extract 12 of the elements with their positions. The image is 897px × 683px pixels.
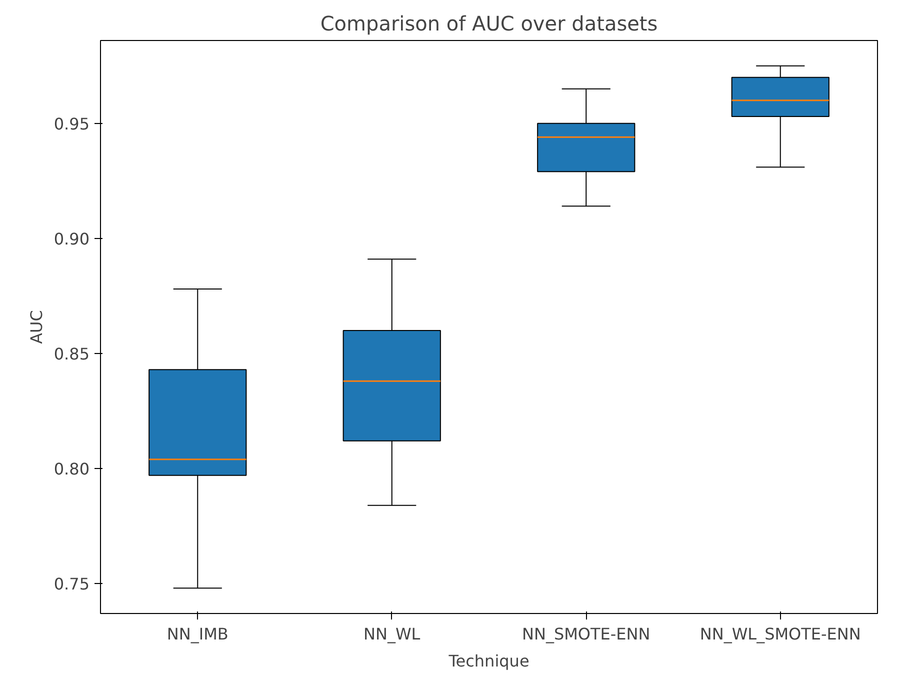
y-tick-label: 0.90	[54, 229, 90, 248]
x-axis-title: Technique	[448, 652, 530, 670]
y-tick-label: 0.95	[54, 114, 90, 134]
y-axis-title: AUC	[26, 310, 46, 344]
y-tick-label: 0.85	[54, 344, 90, 364]
x-tick-label: NN_IMB	[166, 624, 228, 644]
y-tick-label: 0.80	[54, 460, 90, 479]
y-tick-label: 0.75	[54, 574, 90, 594]
chart-title: Comparison of AUC over datasets	[320, 12, 658, 36]
x-tick-label: NN_SMOTE-ENN	[522, 624, 650, 644]
x-tick-label: NN_WL_SMOTE-ENN	[700, 624, 861, 644]
x-tick-label: NN_WL	[364, 624, 420, 644]
